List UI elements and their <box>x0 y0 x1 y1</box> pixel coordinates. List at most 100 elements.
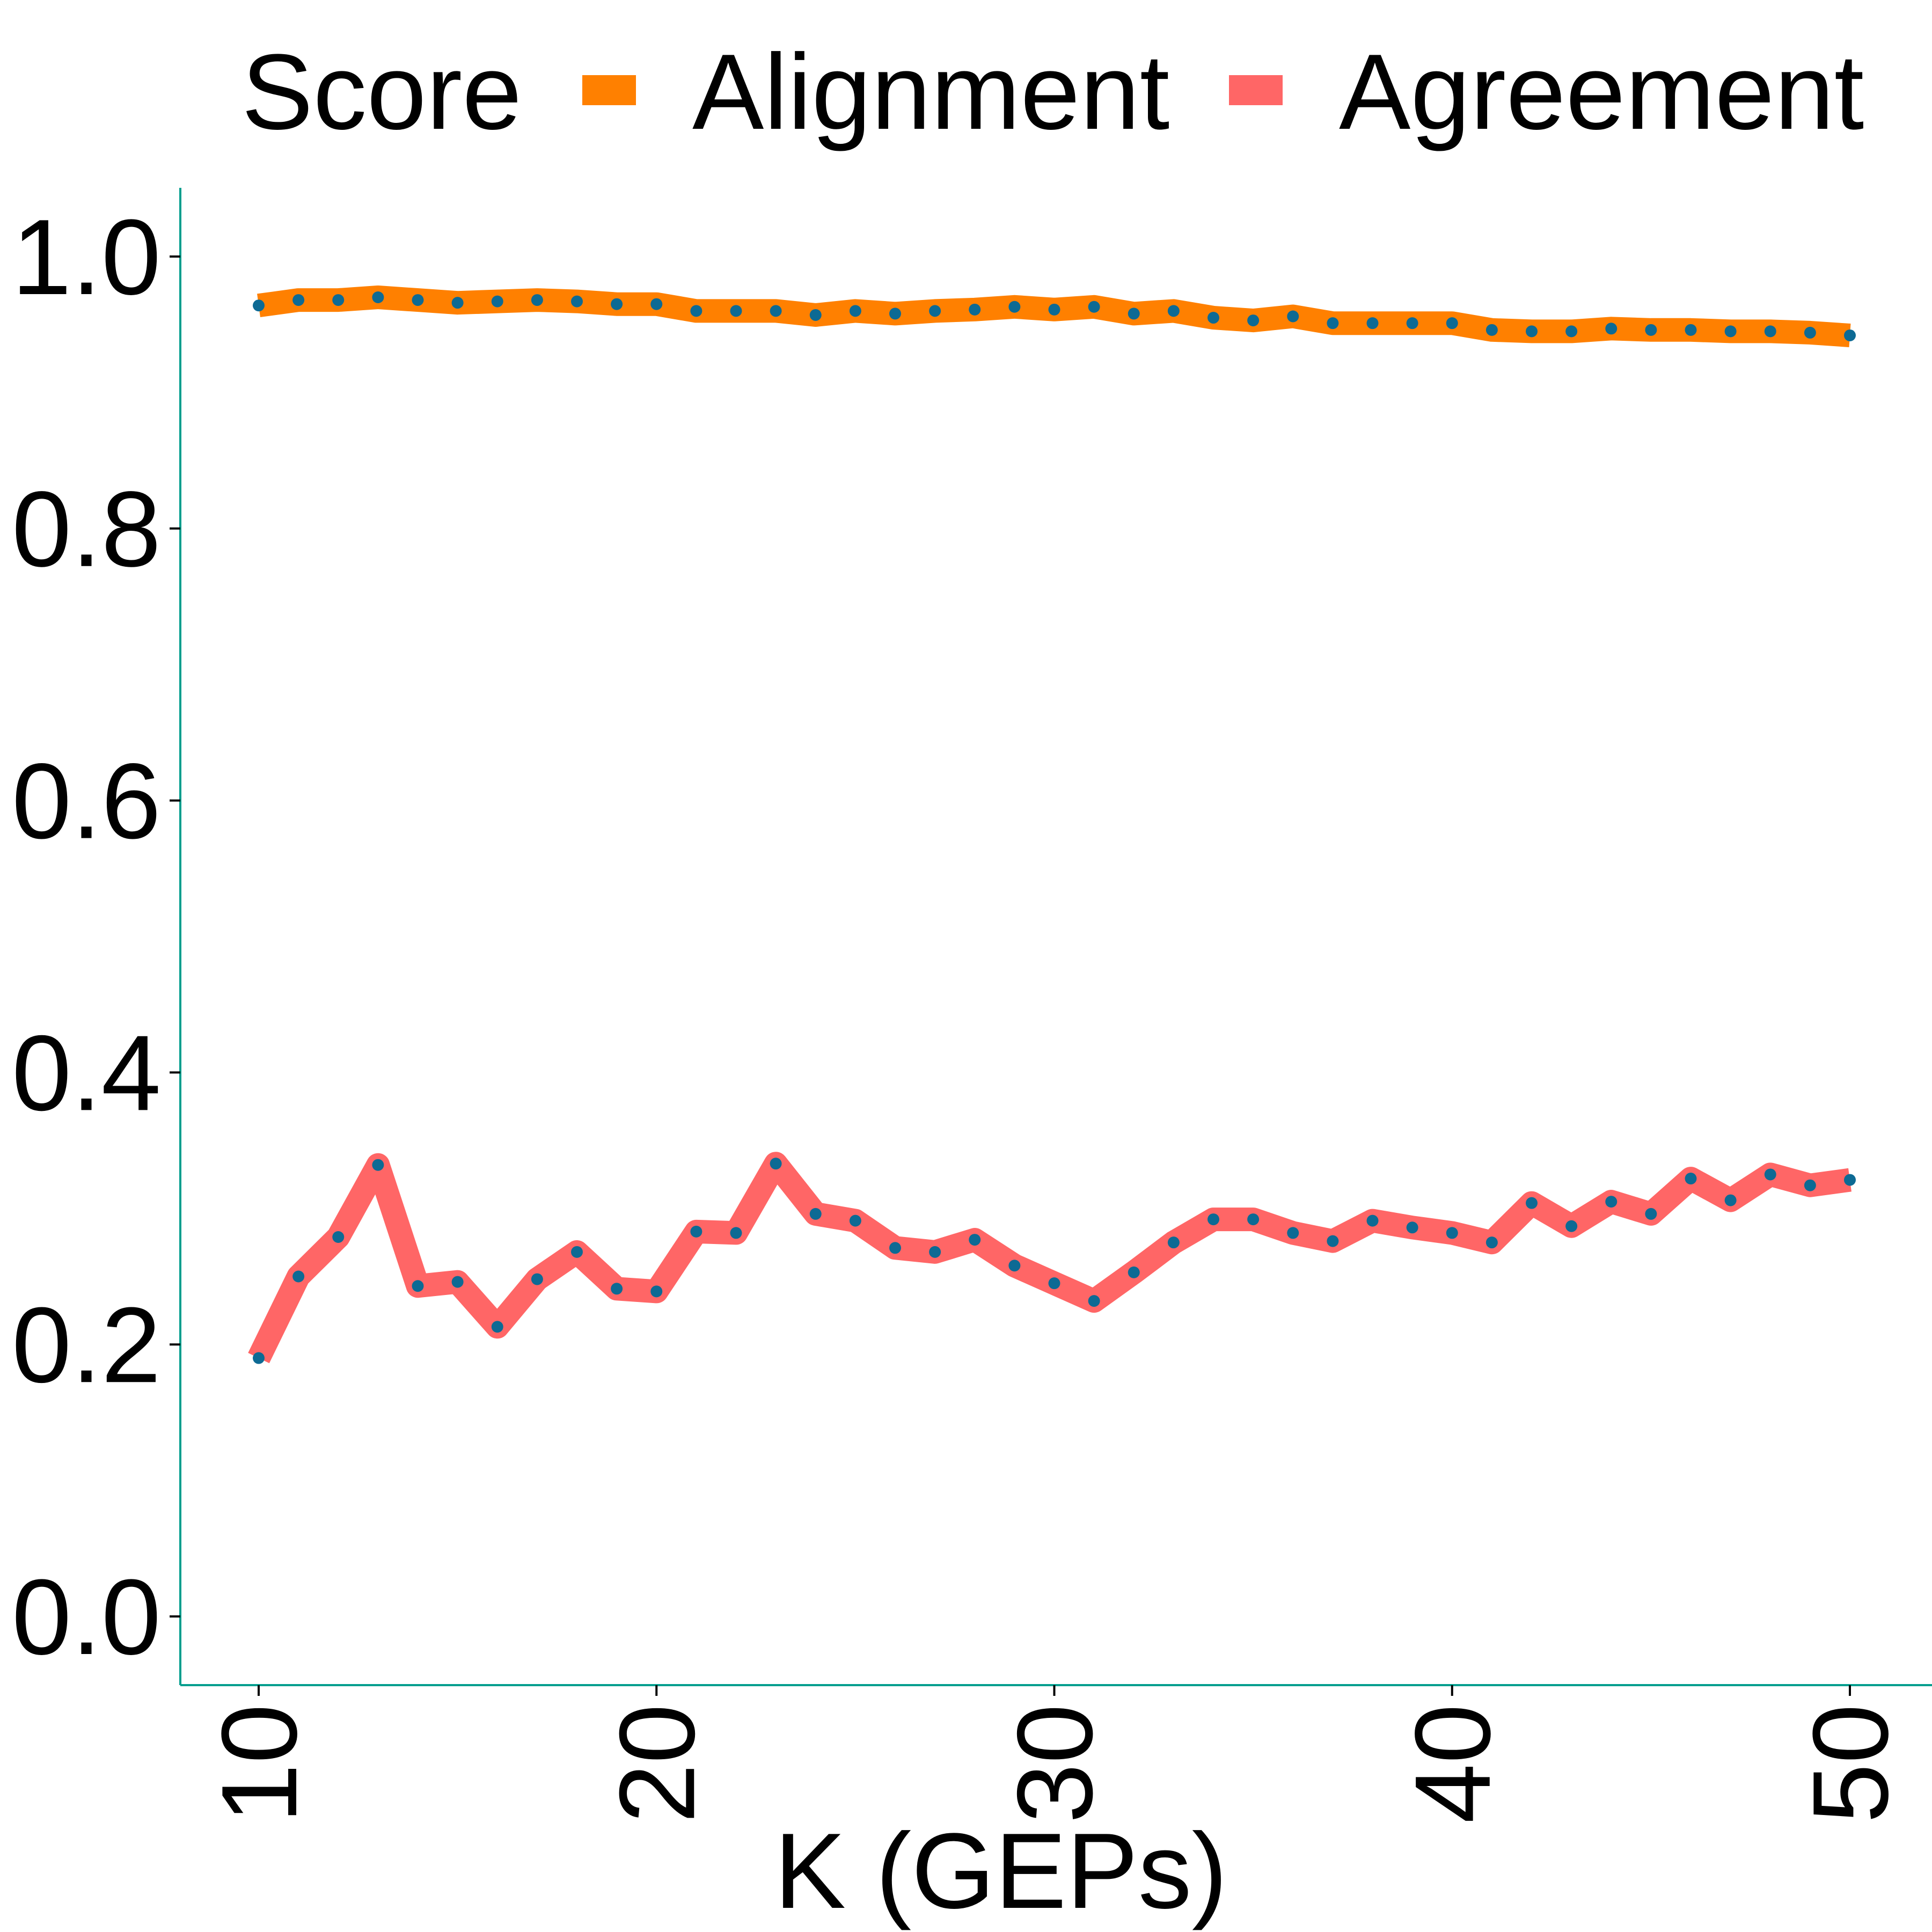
data-point-alignment <box>1485 324 1498 336</box>
data-point-agreement <box>332 1231 345 1243</box>
data-point-alignment <box>491 295 503 308</box>
x-axis-ticks: 10 20 30 40 50 <box>200 1685 1911 1823</box>
data-point-agreement <box>730 1227 742 1239</box>
data-point-agreement <box>571 1246 583 1258</box>
y-axis-ticks: 0.0 0.2 0.4 0.6 0.8 1.0 <box>12 197 180 1677</box>
data-point-agreement <box>372 1159 384 1171</box>
data-point-alignment <box>1526 325 1538 338</box>
y-tick-label: 0.4 <box>12 1013 161 1133</box>
data-point-agreement <box>1804 1179 1816 1191</box>
data-point-agreement <box>650 1285 663 1298</box>
data-point-alignment <box>1008 301 1021 313</box>
data-point-agreement <box>969 1234 981 1246</box>
data-point-alignment <box>1605 323 1618 335</box>
data-point-alignment <box>611 298 623 310</box>
data-point-alignment <box>1327 317 1339 330</box>
data-point-alignment <box>1565 325 1578 338</box>
legend-label-alignment: Alignment <box>692 32 1169 152</box>
data-point-agreement <box>889 1242 901 1254</box>
legend-label-agreement: Agreement <box>1339 32 1864 152</box>
data-point-agreement <box>1247 1213 1260 1226</box>
data-point-agreement <box>1485 1236 1498 1249</box>
data-point-alignment <box>1645 324 1657 336</box>
data-point-alignment <box>1167 305 1180 317</box>
data-point-alignment <box>372 291 384 304</box>
data-point-agreement <box>412 1280 424 1292</box>
data-point-agreement <box>292 1270 305 1283</box>
y-tick-label: 0.2 <box>12 1285 161 1405</box>
x-tick-label: 50 <box>1791 1704 1911 1823</box>
data-point-agreement <box>451 1276 464 1288</box>
x-tick-label: 30 <box>996 1704 1115 1823</box>
data-point-agreement <box>1287 1227 1299 1239</box>
data-point-agreement <box>1605 1196 1618 1208</box>
data-point-agreement <box>1526 1197 1538 1209</box>
data-point-alignment <box>412 294 424 306</box>
data-point-agreement <box>491 1321 503 1333</box>
data-point-alignment <box>253 299 265 312</box>
y-tick-label: 0.0 <box>12 1557 161 1677</box>
data-point-alignment <box>889 308 901 320</box>
legend: Score Alignment Agreement <box>241 32 1864 152</box>
data-point-alignment <box>730 305 742 317</box>
data-point-alignment <box>332 294 345 306</box>
data-point-agreement <box>809 1208 822 1220</box>
legend-swatch-agreement <box>1229 75 1283 105</box>
legend-swatch-alignment <box>582 75 636 105</box>
data-point-alignment <box>451 297 464 309</box>
x-tick-label: 20 <box>597 1704 717 1823</box>
data-point-agreement <box>1088 1295 1100 1307</box>
data-point-alignment <box>1247 314 1260 327</box>
data-point-alignment <box>1804 326 1816 339</box>
data-point-alignment <box>1764 325 1776 338</box>
data-point-agreement <box>849 1214 861 1227</box>
data-point-alignment <box>690 305 702 317</box>
data-point-agreement <box>1327 1235 1339 1247</box>
data-point-alignment <box>770 305 782 317</box>
data-point-alignment <box>1844 329 1856 341</box>
data-point-alignment <box>1088 301 1100 313</box>
data-point-alignment <box>809 309 822 321</box>
data-point-alignment <box>571 295 583 308</box>
data-point-agreement <box>690 1225 702 1238</box>
data-point-agreement <box>531 1273 543 1285</box>
data-point-alignment <box>969 303 981 316</box>
x-axis-label: K (GEPs) <box>774 1811 1228 1931</box>
data-point-agreement <box>1208 1213 1219 1226</box>
data-point-alignment <box>1406 317 1418 330</box>
data-point-alignment <box>1287 310 1299 323</box>
data-point-agreement <box>1366 1214 1379 1227</box>
data-point-agreement <box>611 1283 623 1295</box>
legend-title: Score <box>241 32 522 152</box>
data-point-agreement <box>770 1158 782 1170</box>
data-point-agreement <box>1685 1173 1697 1185</box>
data-point-agreement <box>929 1246 941 1258</box>
data-point-alignment <box>1685 324 1697 336</box>
data-point-alignment <box>1048 303 1060 316</box>
data-point-alignment <box>1724 325 1737 338</box>
data-point-alignment <box>1366 317 1379 330</box>
y-tick-label: 1.0 <box>12 197 161 317</box>
data-point-agreement <box>1167 1236 1180 1249</box>
data-point-agreement <box>1008 1260 1021 1272</box>
data-point-alignment <box>292 294 305 306</box>
data-point-alignment <box>929 305 941 317</box>
data-point-agreement <box>253 1352 265 1364</box>
data-point-agreement <box>1048 1277 1060 1290</box>
data-point-alignment <box>650 298 663 310</box>
data-point-alignment <box>849 305 861 317</box>
data-point-agreement <box>1446 1227 1458 1239</box>
y-tick-label: 0.8 <box>12 470 161 589</box>
y-tick-label: 0.6 <box>12 742 161 861</box>
data-point-alignment <box>1446 317 1458 330</box>
series-points <box>253 291 1856 1364</box>
data-point-alignment <box>1128 308 1140 320</box>
x-tick-label: 10 <box>200 1704 319 1823</box>
data-point-agreement <box>1724 1194 1737 1206</box>
data-point-agreement <box>1128 1266 1140 1278</box>
x-tick-label: 40 <box>1393 1704 1513 1823</box>
data-point-alignment <box>1208 312 1219 324</box>
data-point-agreement <box>1406 1221 1418 1234</box>
data-point-alignment <box>531 294 543 306</box>
